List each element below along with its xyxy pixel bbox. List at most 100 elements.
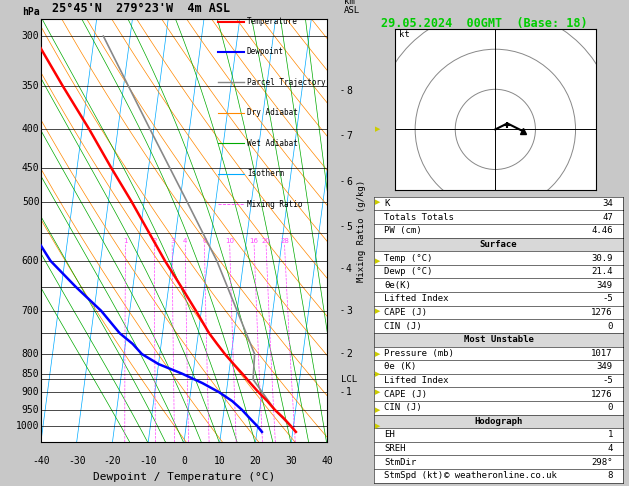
Text: 5: 5: [346, 222, 352, 232]
Text: 850: 850: [22, 369, 40, 379]
Text: 40: 40: [321, 456, 333, 466]
Text: 10: 10: [225, 238, 234, 244]
Text: CIN (J): CIN (J): [384, 403, 422, 412]
Text: -: -: [339, 86, 344, 95]
Text: Temperature: Temperature: [247, 17, 298, 26]
Text: Parcel Trajectory: Parcel Trajectory: [247, 78, 326, 87]
Text: StmDir: StmDir: [384, 458, 416, 467]
Text: kt: kt: [399, 30, 410, 39]
Text: Mixing Ratio (g/kg): Mixing Ratio (g/kg): [357, 180, 366, 282]
Text: 6: 6: [346, 176, 352, 187]
Text: 800: 800: [22, 349, 40, 359]
Text: 2: 2: [346, 349, 352, 359]
Text: Isotherm: Isotherm: [247, 169, 284, 178]
Text: CIN (J): CIN (J): [384, 322, 422, 330]
Text: ▶: ▶: [375, 126, 380, 132]
Text: km
ASL: km ASL: [344, 0, 360, 15]
Text: -: -: [339, 306, 344, 315]
Text: ▶: ▶: [375, 308, 380, 314]
Text: 7: 7: [346, 131, 352, 141]
Text: 6: 6: [202, 238, 207, 244]
Text: CAPE (J): CAPE (J): [384, 390, 427, 399]
Text: Hodograph: Hodograph: [474, 417, 523, 426]
Text: θe (K): θe (K): [384, 363, 416, 371]
Text: 1: 1: [346, 387, 352, 397]
Text: 1276: 1276: [591, 390, 613, 399]
Text: SREH: SREH: [384, 444, 406, 453]
Text: 30.9: 30.9: [591, 254, 613, 262]
Text: ▶: ▶: [375, 351, 380, 357]
Text: Dewpoint / Temperature (°C): Dewpoint / Temperature (°C): [93, 472, 275, 482]
Text: 1: 1: [608, 431, 613, 439]
Text: 950: 950: [22, 405, 40, 415]
Text: 8: 8: [608, 471, 613, 480]
Text: EH: EH: [384, 431, 395, 439]
Text: 350: 350: [22, 81, 40, 91]
Text: CAPE (J): CAPE (J): [384, 308, 427, 317]
Text: 1276: 1276: [591, 308, 613, 317]
Text: 4.46: 4.46: [591, 226, 613, 235]
Text: 3: 3: [170, 238, 174, 244]
Text: PW (cm): PW (cm): [384, 226, 422, 235]
Text: -: -: [339, 388, 344, 397]
Text: 1000: 1000: [16, 421, 40, 432]
Text: -: -: [339, 264, 344, 273]
Text: 0: 0: [181, 456, 187, 466]
Text: ▶: ▶: [375, 258, 380, 264]
Text: -5: -5: [602, 295, 613, 303]
Text: K: K: [384, 199, 389, 208]
Text: 0: 0: [608, 403, 613, 412]
Text: 0: 0: [608, 322, 613, 330]
Text: Totals Totals: Totals Totals: [384, 213, 454, 222]
Text: -: -: [339, 177, 344, 186]
Text: 10: 10: [214, 456, 226, 466]
Text: ▶: ▶: [375, 389, 380, 395]
Text: Dry Adiabat: Dry Adiabat: [247, 108, 298, 118]
Text: Temp (°C): Temp (°C): [384, 254, 433, 262]
Text: LCL: LCL: [341, 375, 357, 384]
Text: -40: -40: [32, 456, 50, 466]
Text: 900: 900: [22, 387, 40, 397]
Text: ▶: ▶: [375, 371, 380, 377]
Text: 21.4: 21.4: [591, 267, 613, 276]
Text: 450: 450: [22, 162, 40, 173]
Text: -30: -30: [68, 456, 86, 466]
Text: -10: -10: [140, 456, 157, 466]
Text: -: -: [339, 222, 344, 231]
Text: Lifted Index: Lifted Index: [384, 295, 448, 303]
Text: 28: 28: [280, 238, 289, 244]
Text: 400: 400: [22, 124, 40, 134]
Text: 1017: 1017: [591, 349, 613, 358]
Text: θe(K): θe(K): [384, 281, 411, 290]
Text: 3: 3: [346, 306, 352, 316]
Text: 2: 2: [152, 238, 157, 244]
Text: 4: 4: [608, 444, 613, 453]
Text: -5: -5: [602, 376, 613, 385]
Text: ▶: ▶: [375, 199, 380, 205]
Text: ▶: ▶: [375, 407, 380, 413]
Text: Lifted Index: Lifted Index: [384, 376, 448, 385]
Text: -: -: [339, 349, 344, 359]
Text: 600: 600: [22, 256, 40, 266]
Text: -: -: [339, 131, 344, 140]
Text: 500: 500: [22, 197, 40, 207]
Text: 25°45'N  279°23'W  4m ASL: 25°45'N 279°23'W 4m ASL: [52, 1, 230, 15]
Text: StmSpd (kt): StmSpd (kt): [384, 471, 443, 480]
Text: 4: 4: [346, 264, 352, 274]
Text: Surface: Surface: [480, 240, 517, 249]
Text: ▶: ▶: [375, 423, 380, 430]
Text: 8: 8: [346, 86, 352, 96]
Text: Mixing Ratio: Mixing Ratio: [247, 200, 303, 208]
Text: 20: 20: [250, 456, 262, 466]
Text: 20: 20: [262, 238, 270, 244]
Text: Most Unstable: Most Unstable: [464, 335, 533, 344]
Text: 4: 4: [183, 238, 187, 244]
Text: 1: 1: [123, 238, 128, 244]
Text: 29.05.2024  00GMT  (Base: 18): 29.05.2024 00GMT (Base: 18): [381, 17, 587, 30]
Text: Dewp (°C): Dewp (°C): [384, 267, 433, 276]
Text: 300: 300: [22, 31, 40, 41]
Text: Dewpoint: Dewpoint: [247, 48, 284, 56]
Text: 298°: 298°: [591, 458, 613, 467]
Text: 47: 47: [602, 213, 613, 222]
Text: © weatheronline.co.uk: © weatheronline.co.uk: [443, 471, 557, 480]
